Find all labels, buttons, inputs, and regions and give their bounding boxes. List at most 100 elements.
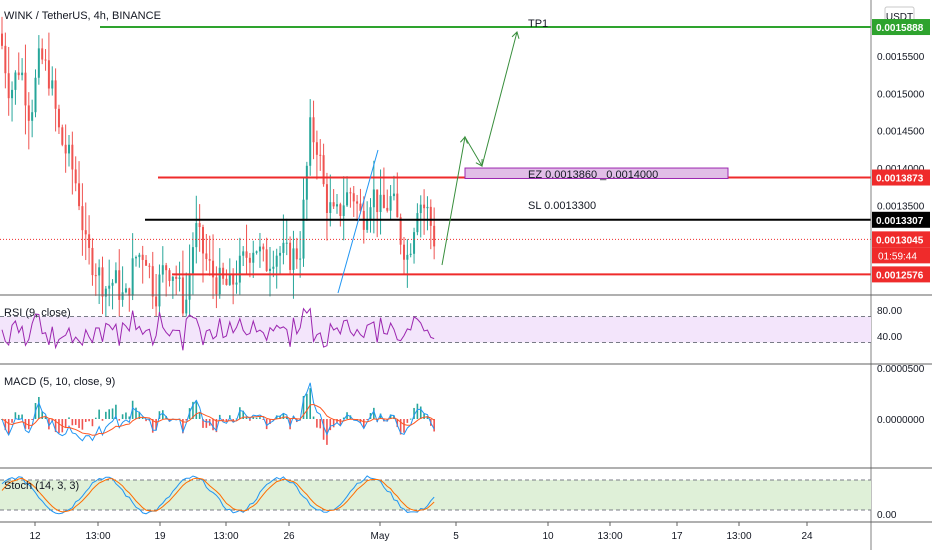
price-level-badge xyxy=(872,169,930,186)
rsi-pane[interactable] xyxy=(0,307,871,351)
candle-body xyxy=(389,196,392,211)
candle-body xyxy=(295,248,298,260)
macd-histogram-bar xyxy=(229,415,231,419)
candle-body xyxy=(145,259,148,266)
projection-path[interactable] xyxy=(441,31,518,266)
macd-histogram-bar xyxy=(4,419,7,431)
macd-histogram-bar xyxy=(255,417,258,419)
ez-zone-box[interactable] xyxy=(464,167,729,179)
candle-body xyxy=(198,223,201,228)
candle-body xyxy=(1,33,3,46)
candle-body xyxy=(429,206,432,226)
price-tick-label: 0.0015000 xyxy=(877,89,925,100)
macd-histogram-bar xyxy=(322,419,325,440)
macd-histogram-bar xyxy=(185,419,188,421)
candle-body xyxy=(346,192,349,206)
trend-line[interactable] xyxy=(337,149,379,294)
stoch-band xyxy=(0,480,871,510)
macd-histogram-bar xyxy=(265,419,268,430)
candle-body xyxy=(232,273,235,285)
candle-body xyxy=(409,253,412,255)
macd-histogram-bar xyxy=(198,411,201,419)
macd-histogram-bar xyxy=(396,419,399,428)
macd-histogram-bar xyxy=(419,406,422,419)
candle-body xyxy=(64,144,67,154)
macd-histogram-bar xyxy=(202,419,204,428)
macd-histogram-bar xyxy=(168,419,171,422)
macd-histogram-bar xyxy=(81,419,84,430)
macd-pane[interactable] xyxy=(1,382,435,445)
candle-body xyxy=(14,72,17,90)
candle-body xyxy=(242,251,245,256)
candle-body xyxy=(191,247,194,274)
price-level-badge xyxy=(872,231,930,248)
rsi-tick-label: 40.00 xyxy=(877,332,902,343)
candle-body xyxy=(342,205,345,216)
macd-histogram-bar xyxy=(111,408,114,419)
candle-body xyxy=(433,225,436,247)
candle-body xyxy=(114,270,117,283)
price-pane[interactable]: EZ 0.0013860 _0.0014000 SL 0.0013300 TP1 xyxy=(0,16,871,335)
rsi-band xyxy=(0,316,871,343)
candle-body xyxy=(124,288,127,293)
candle-body xyxy=(24,72,27,106)
candle-body xyxy=(218,267,221,295)
candle-body xyxy=(322,155,325,185)
stoch-pane[interactable] xyxy=(0,475,871,515)
candle-body xyxy=(275,255,278,267)
candle-body xyxy=(376,189,379,213)
candle-body xyxy=(382,194,385,208)
time-tick-label: 13:00 xyxy=(85,531,110,542)
candle-body xyxy=(228,273,231,285)
candle-body xyxy=(332,202,335,207)
candle-body xyxy=(138,254,141,258)
macd-histogram-bar xyxy=(285,416,288,419)
candle-body xyxy=(84,230,87,235)
candle-body xyxy=(91,247,94,276)
macd-histogram-bar xyxy=(269,419,271,425)
candle-body xyxy=(379,194,382,213)
candle-body xyxy=(121,292,124,300)
candle-body xyxy=(41,48,44,60)
macd-histogram-bar xyxy=(279,415,281,419)
time-tick-label: 13:00 xyxy=(726,531,751,542)
candle-body xyxy=(299,258,302,260)
macd-histogram-bar xyxy=(101,419,104,421)
candle-body xyxy=(265,249,268,271)
macd-histogram-bar xyxy=(14,412,17,419)
candle-body xyxy=(131,258,134,296)
price-axis[interactable]: 0.00155000.00150000.00145000.00140000.00… xyxy=(872,19,930,521)
candle-body xyxy=(21,72,24,76)
candle-body xyxy=(419,204,422,214)
candle-body xyxy=(208,259,211,261)
macd-histogram-bar xyxy=(162,410,164,419)
candle-body xyxy=(51,80,54,89)
candle-body xyxy=(34,77,37,113)
candle-body xyxy=(71,144,74,170)
macd-histogram-bar xyxy=(416,403,419,419)
candle-body xyxy=(111,282,114,286)
time-axis[interactable]: 12 13:00 19 13:00 26 May 5 10 13:00 17 13:00 24 xyxy=(29,522,813,542)
candle-body xyxy=(359,203,362,211)
price-level-badge xyxy=(872,266,930,283)
macd-histogram-bar xyxy=(68,417,70,419)
macd-histogram-bar xyxy=(259,417,261,419)
macd-histogram-bar xyxy=(306,393,308,419)
countdown-badge xyxy=(872,247,930,264)
candle-body xyxy=(128,288,131,296)
macd-histogram-bar xyxy=(64,419,67,428)
candle-body xyxy=(4,45,7,74)
price-level-badge xyxy=(872,19,930,36)
macd-histogram-bar xyxy=(249,419,251,421)
candle-body xyxy=(248,257,251,263)
macd-histogram-bar xyxy=(121,414,124,419)
macd-histogram-bar xyxy=(54,419,57,433)
projection-arrowhead xyxy=(460,136,468,144)
macd-histogram-bar xyxy=(151,419,154,433)
candle-body xyxy=(104,288,107,297)
macd-histogram-bar xyxy=(262,419,265,420)
candle-body xyxy=(185,299,188,314)
macd-histogram-bar xyxy=(44,415,47,419)
candle-body xyxy=(11,89,14,99)
